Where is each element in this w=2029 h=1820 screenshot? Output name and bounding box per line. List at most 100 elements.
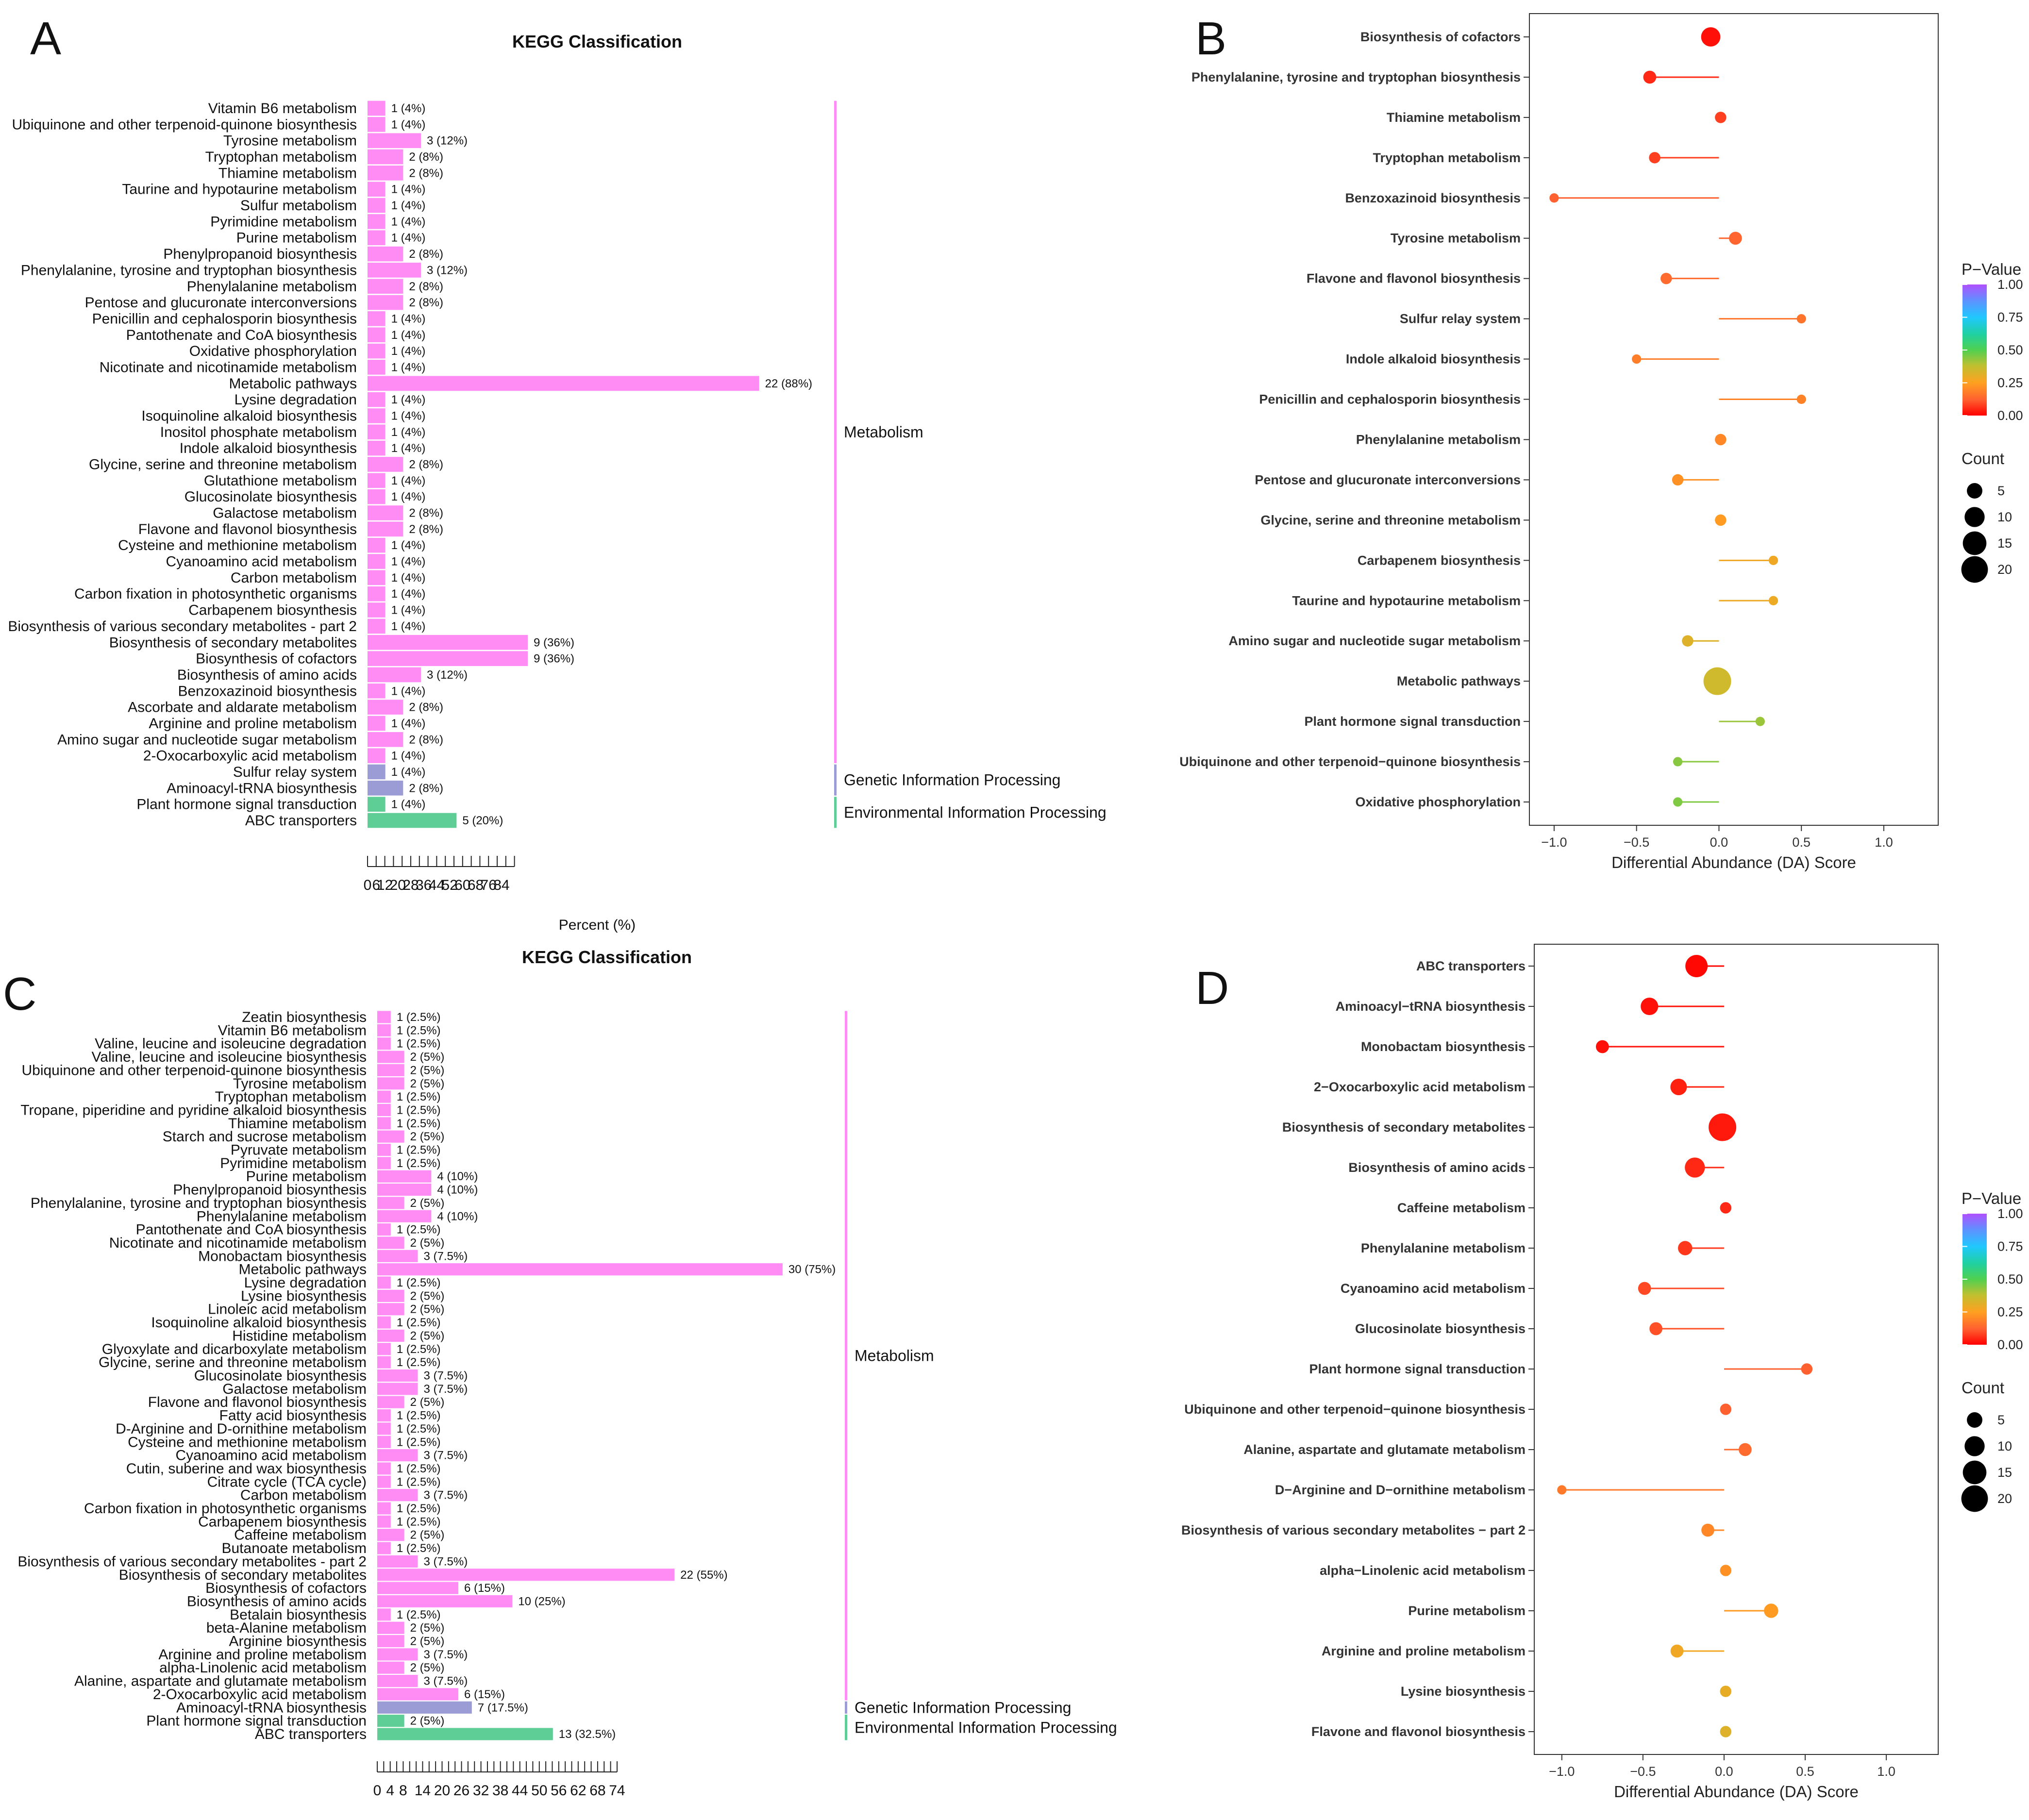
kegg-c-category-label: ABC transporters bbox=[255, 1726, 367, 1742]
kegg-a-category-label: Aminoacyl-tRNA biosynthesis bbox=[167, 780, 357, 796]
kegg-c-bar bbox=[377, 1515, 391, 1528]
kegg-c-bar-value-label: 1 (2.5%) bbox=[397, 1542, 441, 1555]
kegg-c-bar-value-label: 10 (25%) bbox=[518, 1595, 565, 1608]
da-b-x-tick-label: −0.5 bbox=[1624, 835, 1649, 850]
da-d-category-label: Biosynthesis of various secondary metabo… bbox=[1181, 1523, 1526, 1537]
kegg-a-bar-value-label: 1 (4%) bbox=[391, 345, 426, 358]
kegg-a-bar bbox=[368, 198, 386, 213]
kegg-c-category-label: Valine, leucine and isoleucine degradati… bbox=[95, 1036, 367, 1052]
kegg-a-category-label: ABC transporters bbox=[245, 813, 357, 829]
kegg-a-bar-value-label: 1 (4%) bbox=[391, 102, 426, 115]
kegg-a-category-label: Sulfur relay system bbox=[233, 764, 357, 780]
kegg-c-x-tick-label: 38 bbox=[492, 1783, 508, 1799]
kegg-a-category-label: Plant hormone signal transduction bbox=[136, 797, 357, 813]
kegg-c-category-label: Metabolic pathways bbox=[239, 1262, 367, 1278]
da-d-category-label: alpha−Linolenic acid metabolism bbox=[1320, 1563, 1526, 1578]
kegg-c-bar-value-label: 2 (5%) bbox=[410, 1197, 445, 1210]
da-d-x-tick-label: 0.5 bbox=[1796, 1764, 1814, 1779]
kegg-a-x-tick-label: 60 bbox=[454, 877, 470, 893]
da-b-lollipop-point bbox=[1643, 70, 1657, 84]
kegg-c-bar bbox=[377, 1250, 418, 1262]
kegg-c-bar-value-label: 2 (5%) bbox=[410, 1064, 445, 1077]
kegg-c-x-tick-label: 0 bbox=[373, 1783, 382, 1799]
kegg-a-category-label: Sulfur metabolism bbox=[240, 198, 357, 214]
da-d-lollipop-point bbox=[1670, 1644, 1684, 1658]
kegg-c-bar bbox=[377, 1475, 391, 1488]
kegg-a-category-label: Pyrimidine metabolism bbox=[210, 214, 357, 230]
da-d-pvalue-tick-label: 0.25 bbox=[1997, 1305, 2023, 1319]
kegg-c-category-label: Vitamin B6 metabolism bbox=[218, 1022, 367, 1038]
kegg-c-bar-value-label: 2 (5%) bbox=[410, 1396, 445, 1409]
kegg-a-category-label: Inositol phosphate metabolism bbox=[160, 424, 357, 440]
kegg-a-category-label: Pantothenate and CoA biosynthesis bbox=[126, 327, 357, 343]
kegg-a-bar-value-label: 2 (8%) bbox=[409, 248, 443, 261]
da-d-category-label: 2−Oxocarboxylic acid metabolism bbox=[1314, 1080, 1526, 1094]
kegg-a-bar bbox=[368, 246, 403, 262]
da-b-category-label: Tyrosine metabolism bbox=[1391, 231, 1521, 246]
kegg-c-bar-value-label: 2 (5%) bbox=[410, 1303, 445, 1316]
kegg-c-bar bbox=[377, 1289, 404, 1302]
kegg-a-category-label: Biosynthesis of various secondary metabo… bbox=[8, 618, 357, 634]
kegg-a-category-label: Glycine, serine and threonine metabolism bbox=[89, 457, 357, 473]
da-b-category-label: Penicillin and cephalosporin biosynthesi… bbox=[1259, 392, 1521, 407]
kegg-c-bar bbox=[377, 1701, 472, 1714]
kegg-c-bar bbox=[377, 1170, 432, 1183]
kegg-c-bar bbox=[377, 1675, 418, 1687]
da-d-plot-frame bbox=[1534, 944, 1939, 1755]
kegg-c-bar-value-label: 2 (5%) bbox=[410, 1529, 445, 1542]
da-d-count-tick-label: 10 bbox=[1997, 1439, 2012, 1453]
kegg-a-bar bbox=[368, 700, 403, 715]
kegg-a-bar-value-label: 1 (4%) bbox=[391, 232, 426, 245]
da-d-lollipop-point bbox=[1641, 997, 1659, 1016]
kegg-c-category-label: Pantothenate and CoA biosynthesis bbox=[136, 1222, 367, 1238]
kegg-c-x-tick-label: 62 bbox=[570, 1783, 586, 1799]
kegg-a-category-label: Ubiquinone and other terpenoid-quinone b… bbox=[12, 117, 357, 133]
kegg-a-category-label: Carbapenem biosynthesis bbox=[188, 602, 357, 618]
kegg-c-bar-value-label: 1 (2.5%) bbox=[397, 1037, 441, 1051]
da-b-pvalue-tick-label: 0.25 bbox=[1997, 376, 2023, 390]
kegg-c-bar bbox=[377, 1077, 404, 1090]
da-b-pvalue-tick-label: 0.75 bbox=[1997, 310, 2023, 325]
kegg-a-bar bbox=[368, 295, 403, 310]
kegg-a-bar-value-label: 1 (4%) bbox=[391, 361, 426, 374]
kegg-a-x-tick-label: 12 bbox=[377, 877, 393, 893]
panel-letter-c: C bbox=[3, 968, 36, 1020]
kegg-a-category-label: Biosynthesis of cofactors bbox=[196, 651, 357, 667]
kegg-a-bar bbox=[368, 570, 386, 585]
da-d-lollipop-point bbox=[1557, 1485, 1567, 1495]
da-d-category-label: Ubiquinone and other terpenoid−quinone b… bbox=[1184, 1402, 1526, 1417]
kegg-c-category-label: Biosynthesis of cofactors bbox=[205, 1580, 367, 1596]
da-d-lollipop-point bbox=[1678, 1241, 1693, 1255]
da-d-x-tick-label: 1.0 bbox=[1877, 1764, 1895, 1779]
kegg-a-bar bbox=[368, 133, 421, 149]
kegg-c-bar-value-label: 3 (7.5%) bbox=[423, 1675, 468, 1688]
kegg-c-bar-value-label: 1 (2.5%) bbox=[397, 1024, 441, 1037]
kegg-c-category-label: Cyanoamino acid metabolism bbox=[175, 1448, 367, 1464]
kegg-c-category-label: Glucosinolate biosynthesis bbox=[194, 1368, 367, 1384]
kegg-a-bar-value-label: 2 (8%) bbox=[409, 296, 443, 309]
kegg-c-title: KEGG Classification bbox=[522, 947, 692, 967]
kegg-a-bar-value-label: 2 (8%) bbox=[409, 782, 443, 795]
kegg-c-category-label: Arginine biosynthesis bbox=[229, 1634, 367, 1650]
kegg-a-bar-value-label: 2 (8%) bbox=[409, 733, 443, 746]
kegg-a-bar-value-label: 1 (4%) bbox=[391, 426, 426, 439]
da-d-lollipop-point bbox=[1649, 1322, 1662, 1336]
kegg-a-bar-value-label: 1 (4%) bbox=[391, 183, 426, 196]
kegg-c-category-label: Galactose metabolism bbox=[222, 1381, 367, 1397]
kegg-a-category-label: Carbon fixation in photosynthetic organi… bbox=[74, 586, 357, 602]
kegg-a-x-tick-label: 52 bbox=[441, 877, 457, 893]
da-d-lollipop-point bbox=[1720, 1726, 1732, 1737]
da-d-count-legend-dot bbox=[1964, 1436, 1985, 1456]
kegg-chart-c: KEGG Classification Zeatin biosynthesis 1 … bbox=[17, 947, 1117, 1799]
kegg-a-bar bbox=[368, 360, 386, 375]
da-b-category-label: Carbapenem biosynthesis bbox=[1358, 553, 1521, 568]
kegg-a-bar bbox=[368, 634, 528, 650]
kegg-c-category-label: Butanoate metabolism bbox=[221, 1540, 367, 1556]
da-b-lollipop-point bbox=[1715, 434, 1727, 446]
kegg-c-category-label: Zeatin biosynthesis bbox=[242, 1009, 367, 1025]
kegg-a-bar bbox=[368, 732, 403, 747]
kegg-c-bar bbox=[377, 1542, 391, 1554]
da-d-category-label: Monobactam biosynthesis bbox=[1361, 1039, 1526, 1054]
kegg-c-bar bbox=[377, 1090, 391, 1103]
